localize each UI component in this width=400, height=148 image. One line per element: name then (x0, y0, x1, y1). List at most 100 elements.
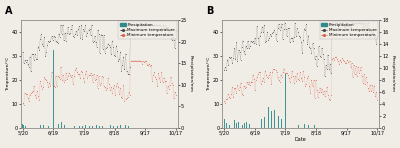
Point (94, 45, 100, 48)
Point (119, 97, 126, 99)
Point (132, 24, 139, 26)
Bar (308, 125, 309, 128)
Bar (102, 126, 103, 128)
Point (289, 70, 295, 72)
Point (221, 100, 227, 103)
Point (67, 32, 73, 34)
Point (316, 86, 323, 89)
Point (237, 59, 244, 61)
Point (153, 77, 160, 80)
Point (310, 79, 317, 81)
Point (231, 87, 238, 89)
Point (141, 24, 147, 26)
Point (247, 45, 253, 48)
Point (47, 85, 54, 87)
Point (262, 40, 268, 43)
Point (172, 47, 178, 49)
Point (258, 30, 264, 33)
Point (356, 71, 362, 74)
Point (255, 37, 261, 39)
Point (135, 24, 141, 26)
Point (304, 43, 310, 46)
Point (285, 27, 291, 29)
Bar (117, 126, 118, 128)
Point (342, 62, 349, 64)
Point (266, 74, 272, 76)
Point (143, 24, 149, 26)
Point (240, 39, 246, 42)
Point (34, 90, 40, 92)
Point (97, 84, 103, 86)
Bar (107, 125, 108, 128)
Point (280, 28, 287, 31)
Point (140, 24, 146, 26)
Bar (304, 124, 305, 128)
Point (267, 71, 274, 73)
Point (102, 52, 108, 54)
Point (350, 21, 356, 24)
Point (126, 73, 132, 76)
Point (81, 81, 88, 84)
Point (348, 62, 355, 64)
Point (160, 77, 167, 79)
Point (235, 49, 242, 51)
Point (361, 22, 367, 24)
Point (296, 35, 302, 37)
Point (224, 59, 230, 61)
Point (164, 26, 171, 28)
Point (27, 56, 33, 58)
Point (301, 27, 308, 30)
Point (84, 31, 91, 34)
Point (70, 83, 76, 85)
Point (172, 91, 178, 93)
Point (151, 24, 158, 26)
Point (363, 76, 369, 78)
Point (230, 57, 236, 60)
Point (49, 39, 56, 41)
Point (225, 92, 232, 95)
Point (231, 47, 238, 50)
Point (308, 79, 315, 81)
Point (229, 62, 236, 64)
Point (145, 64, 151, 66)
Point (161, 24, 168, 26)
Point (139, 62, 145, 65)
Point (370, 91, 376, 93)
Point (352, 21, 358, 24)
Point (260, 31, 266, 34)
Point (293, 35, 299, 37)
Point (274, 75, 281, 78)
Point (342, 25, 349, 27)
Point (137, 59, 143, 62)
Point (76, 25, 82, 27)
Point (293, 79, 299, 82)
Point (117, 87, 124, 89)
Point (354, 66, 361, 68)
Point (345, 25, 352, 28)
Point (83, 70, 90, 72)
Bar (23, 126, 24, 128)
Point (345, 61, 352, 63)
Point (126, 91, 132, 94)
Point (373, 42, 380, 45)
Point (96, 33, 102, 35)
Point (306, 46, 313, 48)
Y-axis label: Precipitation/mm: Precipitation/mm (189, 55, 193, 92)
Point (324, 86, 330, 88)
Point (248, 81, 254, 83)
Point (298, 40, 304, 43)
Point (321, 90, 327, 92)
Point (295, 78, 301, 81)
Point (71, 75, 77, 78)
Bar (64, 125, 65, 128)
Point (20, 62, 27, 64)
Point (43, 51, 50, 53)
Point (274, 27, 281, 29)
Point (249, 40, 255, 43)
Point (43, 79, 50, 81)
Point (251, 42, 257, 44)
Point (20, 102, 26, 104)
Point (333, 56, 339, 58)
Point (361, 73, 367, 76)
Point (36, 49, 42, 51)
